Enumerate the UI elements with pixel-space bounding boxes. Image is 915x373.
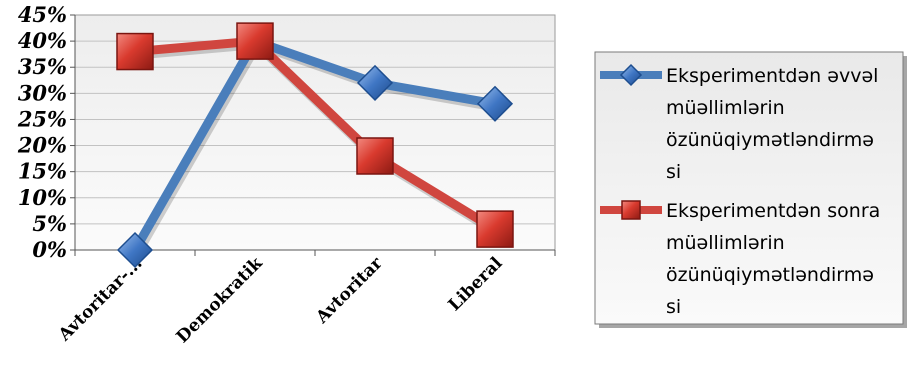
y-tick-label: 0% <box>32 237 67 262</box>
data-point <box>619 63 643 87</box>
data-point <box>621 200 641 220</box>
legend-item-1: Eksperimentdən əvvəl müəllimlərin özünüqiy… <box>600 63 878 183</box>
x-tick-label: Liberal <box>445 253 507 315</box>
series-2 <box>130 36 502 238</box>
legend-label: Eksperimentdən əvvəl <box>666 65 878 87</box>
x-tick-label: Demokratik <box>173 253 268 348</box>
x-tick-label: Avtoritar <box>312 253 388 329</box>
y-tick-label: 10% <box>18 185 67 210</box>
legend-label: özünüqiymətləndirmə <box>666 129 874 151</box>
legend-label: özünüqiymətləndirmə <box>666 264 874 286</box>
x-tick-label: Avtoritar-... <box>54 253 146 345</box>
legend-box <box>594 51 904 325</box>
y-tick-label: 35% <box>18 54 67 79</box>
series-layer <box>116 22 514 269</box>
y-tick-label: 45% <box>18 2 67 27</box>
legend-label: müəllimlərin <box>666 232 785 254</box>
series-2-markers <box>116 22 514 248</box>
y-tick-label: 25% <box>17 106 67 131</box>
data-point <box>116 231 154 269</box>
y-tick-label: 15% <box>18 159 67 184</box>
legend-item-2: Eksperimentdən sonra müəllimlərin özünüqiy… <box>600 200 880 318</box>
data-point <box>476 85 514 122</box>
legend: Eksperimentdən əvvəl müəllimlərin özünüqiy… <box>594 51 907 328</box>
y-tick-label: 20% <box>17 133 67 158</box>
series-line <box>130 36 500 234</box>
data-point <box>356 64 394 101</box>
y-axis: 0%5%10%15%20%25%30%35%40%45% <box>17 2 76 262</box>
y-tick-label: 30% <box>18 80 67 105</box>
series-line <box>130 36 500 255</box>
legend-label: Eksperimentdən sonra <box>666 200 880 222</box>
data-point <box>356 137 394 175</box>
data-point <box>236 22 274 60</box>
legend-label: si <box>666 296 681 318</box>
legend-label: müəllimlərin <box>666 97 785 119</box>
y-tick-label: 5% <box>32 211 67 236</box>
data-point <box>116 32 154 71</box>
x-axis: Avtoritar-... Demokratik Avtoritar Liberal <box>54 249 556 348</box>
series-1 <box>130 36 502 258</box>
data-point <box>476 210 514 248</box>
legend-label: si <box>666 161 681 183</box>
y-tick-label: 40% <box>18 28 67 53</box>
